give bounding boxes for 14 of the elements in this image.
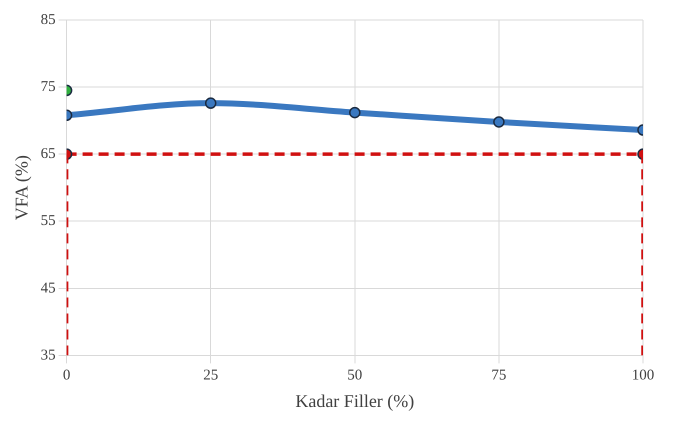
x-tick-label: 0 (62, 367, 70, 384)
x-axis-title: Kadar Filler (%) (295, 390, 414, 411)
point (349, 106, 361, 118)
x-tick-label: 50 (347, 367, 362, 384)
x-tick-label: 25 (203, 367, 218, 384)
y-tick-label: 65 (40, 146, 56, 162)
y-axis-title: VFA (%) (12, 155, 32, 220)
y-tick-label: 35 (40, 347, 56, 364)
y-tick-label: 55 (40, 213, 56, 230)
y-tick-label: 75 (40, 79, 56, 96)
y-tick-label: 45 (40, 280, 56, 296)
y-tick-label: 85 (40, 12, 56, 28)
x-tick-label: 100 (632, 367, 654, 384)
x-tick-label: 75 (491, 367, 506, 384)
